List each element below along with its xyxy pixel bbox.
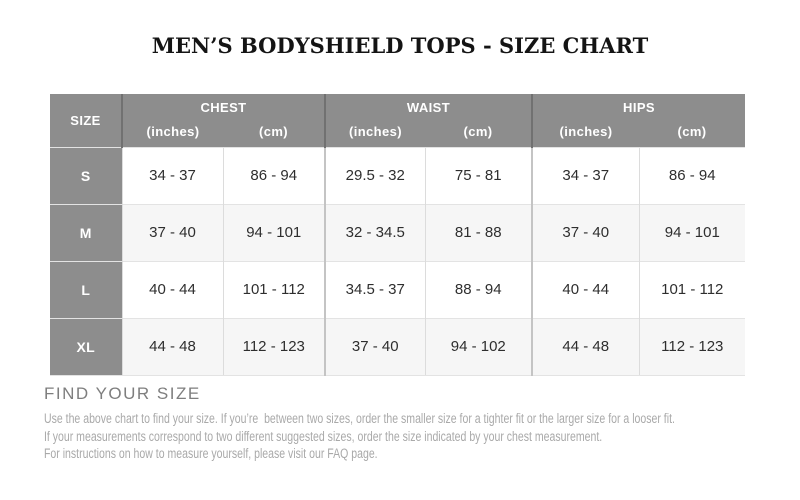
measurement-cell: 37 - 40 xyxy=(121,203,223,261)
measurement-cell: 37 - 40 xyxy=(324,317,425,376)
measurement-cell: 88 - 94 xyxy=(424,260,533,318)
subheader-chest-inches: (inches) xyxy=(122,121,223,147)
measurement-cell: 44 - 48 xyxy=(121,317,223,376)
find-your-size-instructions: Use the above chart to find your size. I… xyxy=(44,410,777,463)
measurement-cell: 86 - 94 xyxy=(638,146,746,204)
size-row-header: S xyxy=(50,146,122,204)
table-row-m: M 37 - 40 94 - 101 32 - 34.5 81 - 88 37 … xyxy=(50,203,746,261)
measurement-cell: 34.5 - 37 xyxy=(324,260,425,318)
measurement-cell: 94 - 101 xyxy=(638,203,746,261)
subheader-hips-inches: (inches) xyxy=(531,121,640,147)
measurement-cell: 32 - 34.5 xyxy=(324,203,425,261)
instructions-line: Use the above chart to find your size. I… xyxy=(44,411,675,426)
header-unit-row: (inches) (cm) (inches) (cm) (inches) (cm… xyxy=(50,121,746,147)
size-row-header: L xyxy=(50,260,122,318)
header-group-row: SIZE CHEST WAIST HIPS xyxy=(50,94,746,147)
subheader-waist-inches: (inches) xyxy=(324,121,425,147)
find-your-size-heading: FIND YOUR SIZE xyxy=(44,384,201,403)
instructions-line: If your measurements correspond to two d… xyxy=(44,428,603,444)
measurement-cell: 81 - 88 xyxy=(424,203,533,261)
size-row-header: M xyxy=(50,203,122,261)
measurement-cell: 101 - 112 xyxy=(222,260,325,318)
column-group-chest: CHEST xyxy=(122,94,325,121)
measurement-cell: 40 - 44 xyxy=(121,260,223,318)
instructions-line: For instructions on how to measure yours… xyxy=(44,446,378,461)
measurement-cell: 37 - 40 xyxy=(531,203,640,261)
column-header-size: SIZE xyxy=(50,94,123,147)
measurement-cell: 34 - 37 xyxy=(121,146,223,204)
measurement-cell: 75 - 81 xyxy=(424,146,533,204)
size-row-header: XL xyxy=(50,317,122,376)
measurement-cell: 94 - 102 xyxy=(424,317,533,376)
table-row-l: L 40 - 44 101 - 112 34.5 - 37 88 - 94 40… xyxy=(50,260,746,318)
subheader-chest-cm: (cm) xyxy=(223,121,325,147)
table-body: S 34 - 37 86 - 94 29.5 - 32 75 - 81 34 -… xyxy=(50,146,746,376)
measurement-cell: 40 - 44 xyxy=(531,260,640,318)
measurement-cell: 29.5 - 32 xyxy=(324,146,425,204)
measurement-cell: 101 - 112 xyxy=(638,260,746,318)
subheader-waist-cm: (cm) xyxy=(425,121,533,147)
table-row-xl: XL 44 - 48 112 - 123 37 - 40 94 - 102 44… xyxy=(50,317,746,376)
column-group-waist: WAIST xyxy=(323,94,533,121)
table-row-s: S 34 - 37 86 - 94 29.5 - 32 75 - 81 34 -… xyxy=(50,146,746,204)
subheader-hips-cm: (cm) xyxy=(639,121,746,147)
size-chart-table: SIZE CHEST WAIST HIPS (inches) (cm) (inc… xyxy=(50,94,746,376)
measurement-cell: 94 - 101 xyxy=(222,203,325,261)
measurement-cell: 34 - 37 xyxy=(531,146,640,204)
measurement-cell: 44 - 48 xyxy=(531,317,640,376)
measurement-cell: 112 - 123 xyxy=(638,317,746,376)
page-title: MEN’S BODYSHIELD TOPS - SIZE CHART xyxy=(151,33,649,58)
column-group-hips: HIPS xyxy=(531,94,746,121)
measurement-cell: 112 - 123 xyxy=(222,317,325,376)
measurement-cell: 86 - 94 xyxy=(222,146,325,204)
table-header: SIZE CHEST WAIST HIPS (inches) (cm) (inc… xyxy=(50,94,746,147)
